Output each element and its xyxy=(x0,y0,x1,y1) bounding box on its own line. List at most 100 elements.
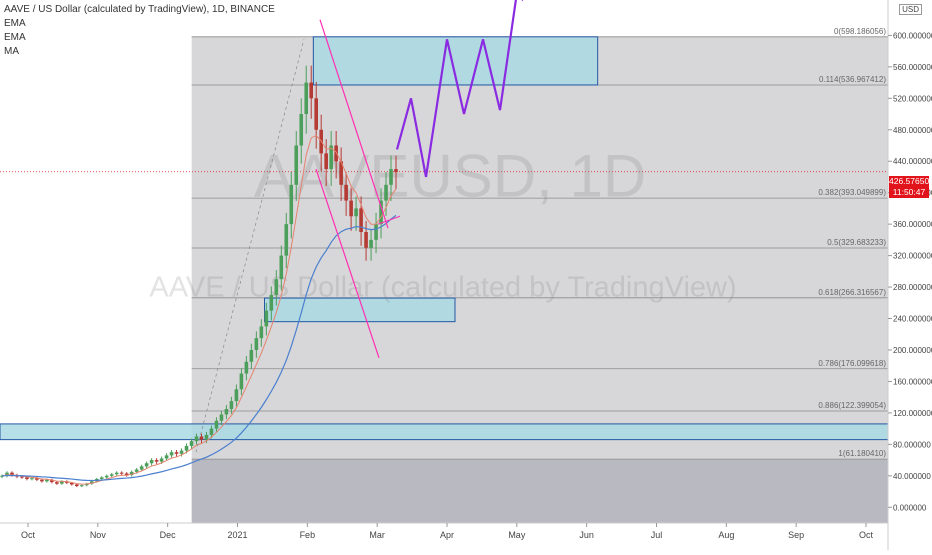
trend-dashed-line xyxy=(195,39,305,453)
candle-body xyxy=(5,472,9,476)
candle-body xyxy=(314,98,319,130)
watermark-symbol: AAVEUSD, 1D xyxy=(254,143,646,210)
y-tick-label: 240.000000 xyxy=(893,315,932,324)
candle-body xyxy=(40,479,44,482)
fib-zone-bottom xyxy=(191,459,888,523)
candle-body xyxy=(359,208,363,233)
base-zone xyxy=(0,423,889,441)
wedge-break-line xyxy=(377,215,401,225)
y-tick-label: 280.000000 xyxy=(893,283,932,292)
y-tick-label: 40.000000 xyxy=(893,472,931,481)
ema-fast-line xyxy=(1,134,397,485)
candle-body xyxy=(60,481,64,484)
candle-body xyxy=(329,145,333,170)
candle-body xyxy=(264,310,269,327)
candle-body xyxy=(184,445,189,451)
y-tick-label: 320.000000 xyxy=(893,252,932,261)
candle-body xyxy=(20,476,24,478)
candle-body xyxy=(114,472,119,475)
x-tick-label: Sep xyxy=(788,530,804,540)
candle-body xyxy=(294,145,299,185)
fib-level-label: 0.886(122.399054) xyxy=(818,401,886,410)
chart-legend: AAVE / US Dollar (calculated by TradingV… xyxy=(4,3,275,59)
candle-body xyxy=(189,441,194,446)
candle-body xyxy=(119,472,124,474)
y-tick-label: 360.000000 xyxy=(893,220,932,229)
x-tick-label: Oct xyxy=(859,530,874,540)
candle-body xyxy=(309,82,314,99)
candle-body xyxy=(274,279,279,295)
candle-body xyxy=(214,420,219,429)
candle-body xyxy=(144,463,149,467)
x-tick-label: Aug xyxy=(718,530,734,540)
fib-level-label: 0.5(329.683233) xyxy=(827,238,886,247)
candle-body xyxy=(269,294,274,311)
candle-body xyxy=(384,184,388,201)
candle-body xyxy=(194,436,199,442)
candle-body xyxy=(0,475,4,477)
y-tick-label: 480.000000 xyxy=(893,126,932,135)
y-tick-label: 0.000000 xyxy=(893,503,927,512)
current-price-badge: 426.576508 11:50:47 xyxy=(889,176,932,198)
indicator-ema-2[interactable]: EMA xyxy=(4,32,26,43)
projection-path xyxy=(395,0,517,178)
y-tick-label: 440.000000 xyxy=(893,157,932,166)
chart-title: AAVE / US Dollar (calculated by TradingV… xyxy=(4,4,275,15)
candle-body xyxy=(364,232,368,248)
x-tick-label: Oct xyxy=(21,530,36,540)
candle-body xyxy=(169,452,174,456)
candle-body xyxy=(279,255,284,280)
y-tick-label: 160.000000 xyxy=(893,377,932,386)
candle-body xyxy=(334,145,338,162)
candle-body xyxy=(299,114,304,146)
x-tick-label: Apr xyxy=(440,530,454,540)
candle-body xyxy=(369,239,373,248)
candle-body xyxy=(379,200,383,225)
candle-body xyxy=(30,478,34,480)
candle-body xyxy=(25,477,29,479)
candle-body xyxy=(199,436,204,440)
candle-body xyxy=(354,208,358,217)
x-tick-label: Mar xyxy=(369,530,385,540)
candle-body xyxy=(224,408,229,415)
candle-body xyxy=(209,428,214,435)
candle-body xyxy=(149,460,154,464)
candle-body xyxy=(219,414,224,421)
candle-body xyxy=(154,460,159,462)
candle-body xyxy=(374,224,378,240)
wedge-lower-line xyxy=(315,168,380,359)
candle-body xyxy=(70,482,74,485)
y-tick-label: 200.000000 xyxy=(893,346,932,355)
currency-label[interactable]: USD xyxy=(899,4,922,15)
indicator-ma[interactable]: MA xyxy=(4,46,19,57)
candle-body xyxy=(164,455,169,459)
y-tick-label: 600.000000 xyxy=(893,31,932,40)
y-tick-label: 80.000000 xyxy=(893,440,931,449)
candle-body xyxy=(35,478,39,480)
fib-level-label: 1(61.180410) xyxy=(838,449,886,458)
candle-body xyxy=(104,475,109,478)
watermark-name: AAVE / US Dollar (calculated by TradingV… xyxy=(149,271,736,303)
ema-slow-line xyxy=(1,214,397,482)
indicator-ema-1[interactable]: EMA xyxy=(4,18,26,29)
candle-body xyxy=(344,184,348,201)
candle-body xyxy=(79,485,84,487)
candle-body xyxy=(55,482,59,484)
x-tick-label: Jul xyxy=(651,530,663,540)
y-axis-panel xyxy=(888,0,932,550)
candle-body xyxy=(289,184,294,225)
fib-level-label: 0(598.186056) xyxy=(834,27,886,36)
fib-level-label: 0.786(176.099618) xyxy=(818,359,886,368)
candle-body xyxy=(234,389,239,402)
candle-body xyxy=(159,458,164,462)
candle-body xyxy=(174,452,179,454)
candle-body xyxy=(89,481,94,484)
wedge-upper-line xyxy=(319,19,389,229)
x-tick-label: Nov xyxy=(90,530,107,540)
candle-body xyxy=(75,484,79,487)
fib-level-label: 0.382(393.049899) xyxy=(818,188,886,197)
candle-body xyxy=(259,326,264,339)
candle-body xyxy=(394,169,398,173)
